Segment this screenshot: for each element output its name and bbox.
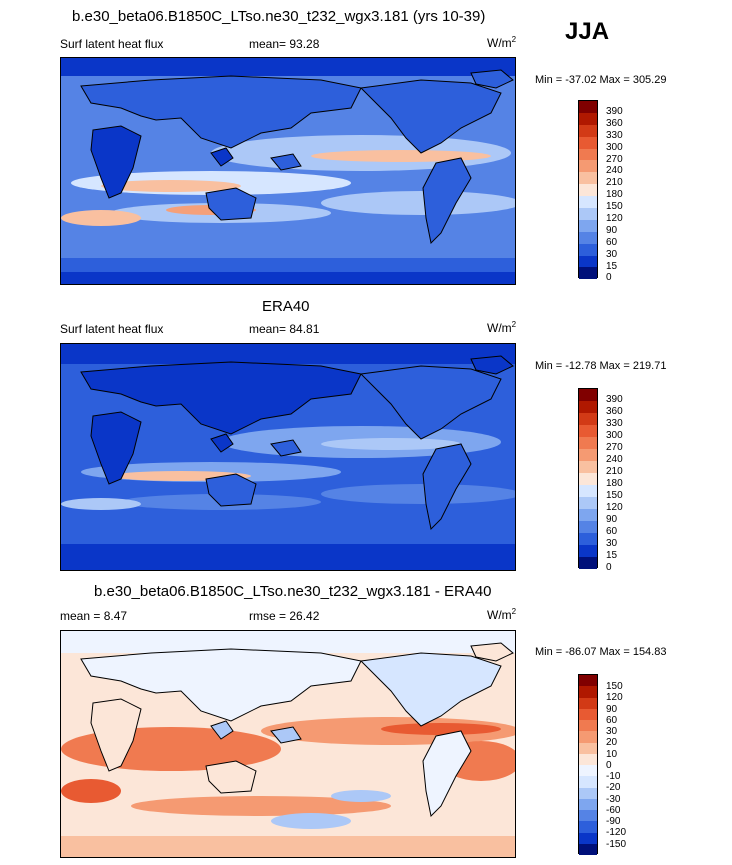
tick: 150 — [606, 490, 623, 501]
tick: 0 — [606, 759, 612, 771]
tick: 300 — [606, 141, 623, 153]
tick: 180 — [606, 189, 623, 201]
tick: 210 — [606, 177, 623, 189]
tick: -150 — [606, 838, 627, 850]
tick: 240 — [606, 454, 623, 465]
tick: 390 — [606, 394, 623, 405]
tick: 30 — [606, 538, 618, 549]
colorbar-ticks-diff: 150 120 90 60 30 20 10 0 -10 -20 -30 -60… — [606, 681, 646, 850]
season-label: JJA — [565, 18, 610, 45]
panel-title-obs: ERA40 — [262, 298, 310, 315]
tick: 390 — [606, 106, 623, 117]
map-model — [60, 57, 516, 285]
field-label-model: Surf latent heat flux — [60, 37, 164, 51]
tick: 330 — [606, 129, 623, 141]
tick: 15 — [606, 260, 618, 272]
tick: 330 — [606, 418, 623, 429]
tick: 90 — [606, 224, 618, 236]
units-label-model: W/m2 — [487, 35, 517, 50]
tick: 90 — [606, 703, 618, 715]
tick: 60 — [606, 236, 618, 248]
rmse-label-diff: rmse = 26.42 — [249, 609, 320, 623]
minmax-label-model: Min = -37.02 Max = 305.29 — [535, 74, 667, 86]
tick: 360 — [606, 406, 623, 417]
panel-title-model: b.e30_beta06.B1850C_LTso.ne30_t232_wgx3.… — [72, 8, 486, 25]
tick: 270 — [606, 153, 623, 165]
tick: 180 — [606, 478, 623, 489]
tick: 60 — [606, 714, 618, 726]
tick: -120 — [606, 827, 627, 839]
colorbar-model — [578, 100, 598, 280]
colorbar-ticks-model: 390 360 330 300 270 240 210 180 150 120 … — [606, 106, 646, 284]
colorbar-ticks-obs: 390 360 330 300 270 240 210 180 150 120 … — [606, 394, 646, 574]
mean-label-obs: mean= 84.81 — [249, 322, 320, 336]
mean-label-model: mean= 93.28 — [249, 37, 320, 51]
field-label-obs: Surf latent heat flux — [60, 322, 164, 336]
tick: 120 — [606, 502, 623, 513]
map-obs — [60, 343, 516, 571]
colorbar-obs — [578, 388, 598, 569]
mean-label-diff: mean = 8.47 — [60, 609, 128, 623]
tick: -60 — [606, 804, 621, 816]
tick: 0 — [606, 562, 612, 573]
tick: 10 — [606, 748, 618, 760]
tick: 300 — [606, 430, 623, 441]
tick: -10 — [606, 771, 621, 782]
units-label-diff: W/m2 — [487, 607, 517, 622]
tick: 150 — [606, 201, 623, 213]
tick: 240 — [606, 165, 623, 177]
tick: -20 — [606, 782, 621, 794]
colorbar-diff — [578, 674, 598, 855]
tick: 270 — [606, 442, 623, 453]
tick: -90 — [606, 816, 621, 827]
tick: 20 — [606, 737, 618, 749]
tick: 60 — [606, 526, 618, 537]
minmax-label-diff: Min = -86.07 Max = 154.83 — [535, 646, 667, 658]
units-label-obs: W/m2 — [487, 320, 517, 335]
tick: -30 — [606, 793, 621, 805]
tick: 120 — [606, 692, 623, 704]
tick: 210 — [606, 466, 623, 477]
tick: 150 — [606, 681, 623, 692]
tick: 30 — [606, 248, 618, 260]
tick: 0 — [606, 272, 612, 284]
minmax-label-obs: Min = -12.78 Max = 219.71 — [535, 360, 667, 372]
map-diff — [60, 630, 516, 858]
tick: 15 — [606, 550, 618, 561]
tick: 30 — [606, 726, 618, 737]
panel-title-diff: b.e30_beta06.B1850C_LTso.ne30_t232_wgx3.… — [94, 583, 492, 600]
tick: 360 — [606, 117, 623, 129]
tick: 90 — [606, 514, 618, 525]
tick: 120 — [606, 213, 623, 225]
